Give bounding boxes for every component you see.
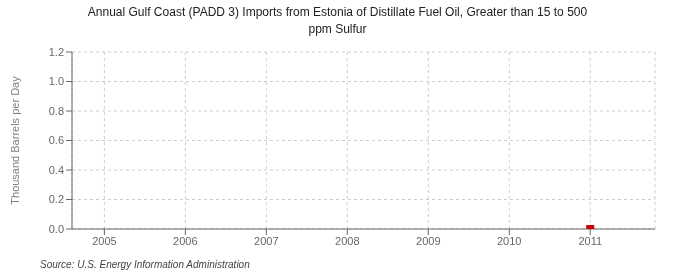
svg-text:0.8: 0.8	[49, 105, 64, 117]
svg-text:1.2: 1.2	[49, 46, 64, 58]
svg-text:2011: 2011	[578, 235, 602, 247]
svg-text:0.4: 0.4	[49, 164, 64, 176]
svg-text:Thousand Barrels per Day: Thousand Barrels per Day	[9, 76, 21, 205]
svg-text:0.6: 0.6	[49, 134, 64, 146]
svg-text:0.2: 0.2	[49, 193, 64, 205]
svg-text:2007: 2007	[254, 235, 278, 247]
html-text:ppm Sulfur: ppm Sulfur	[308, 22, 367, 36]
svg-text:0.0: 0.0	[49, 223, 64, 235]
svg-text:2006: 2006	[173, 235, 197, 247]
html-text:Source: U.S. Energy Informatio: Source: U.S. Energy Information Administ…	[40, 259, 250, 270]
svg-text:2009: 2009	[416, 235, 440, 247]
svg-text:2005: 2005	[92, 235, 116, 247]
svg-text:2008: 2008	[335, 235, 359, 247]
html-text:Annual Gulf Coast (PADD 3) Imp: Annual Gulf Coast (PADD 3) Imports from …	[87, 5, 588, 19]
svg-text:2010: 2010	[497, 235, 521, 247]
svg-text:1.0: 1.0	[49, 75, 64, 87]
